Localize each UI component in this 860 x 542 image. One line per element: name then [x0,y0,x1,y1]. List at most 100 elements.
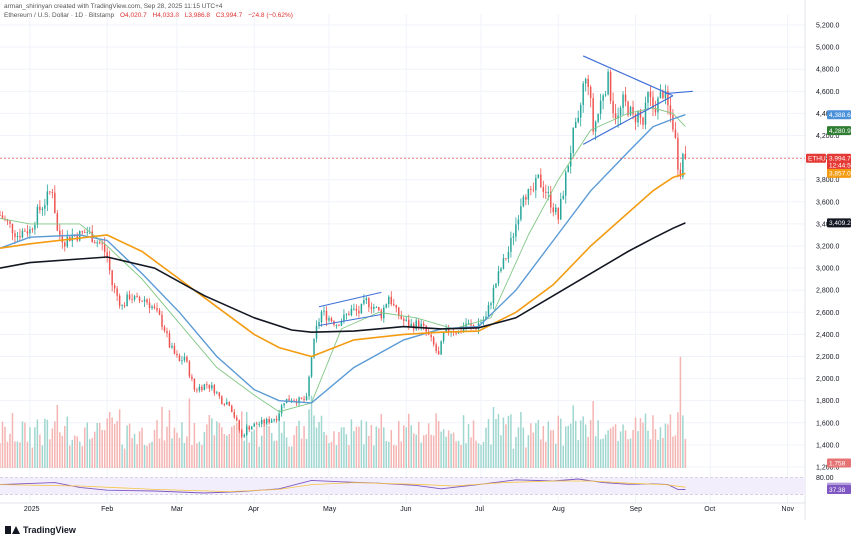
candle-body [136,295,138,298]
volume-bar [79,441,81,468]
candle-body [101,243,103,245]
y-tick-label: 1,800.0 [816,398,839,405]
volume-bar [315,427,318,468]
volume-bar [612,426,614,468]
volume-bar [455,441,457,468]
volume-bar [450,433,452,468]
volume-bar [173,427,176,468]
candle-body [637,110,639,123]
candle-body [293,400,295,402]
volume-bar [510,414,512,468]
volume-bar [203,432,206,468]
volume-bar [550,430,552,468]
volume-bar [133,433,136,468]
candle-body [582,83,584,105]
candle-body [6,219,9,222]
volume-bar [672,436,674,468]
candle-body [328,318,330,321]
candle-body [231,405,233,413]
volume-bar [358,426,360,468]
candle-body [672,115,674,130]
volume-bar [437,421,440,468]
volume-bar [11,413,14,468]
volume-bar [126,425,128,468]
candle-body [564,172,567,196]
candle-body [118,295,121,306]
volume-bar [507,415,510,468]
volume-bar [662,438,664,468]
volume-bar [91,438,93,468]
volume-bar [218,422,221,468]
ohlc-change: −24.8 (−0.62%) [248,12,293,19]
ma-20-line [0,107,686,413]
rsi-ma-line [0,480,686,493]
volume-bar [9,433,11,468]
candle-body [243,434,245,437]
x-tick-label: Sep [630,506,643,513]
candle-body [609,71,612,101]
volume-bar [682,415,684,468]
flag-trendline [318,314,382,327]
candle-body [123,305,126,307]
candle-body [607,71,609,95]
volume-bar [467,424,470,468]
volume-bar [255,425,258,468]
volume-bar [320,415,323,468]
tradingview-logo-icon [5,526,20,534]
candle-body [126,294,128,307]
candle-body [290,400,293,402]
volume-bar [146,445,148,468]
candle-body [375,306,378,308]
candle-body [81,231,83,233]
candle-body [510,237,512,252]
candle-body [447,328,450,333]
candle-body [435,344,437,352]
ma-200-line [0,222,686,334]
candle-body [178,355,181,362]
candle-body [502,258,505,269]
x-tick-label: Aug [552,506,565,513]
price-tag-label: 12:44:50 [829,163,855,170]
x-tick-label: Jun [400,506,411,513]
candle-body [417,320,420,327]
candle-body [393,304,395,306]
candle-body [278,413,280,421]
candle-body [388,296,390,305]
candle-body [323,310,325,312]
volume-bar [353,431,355,468]
candle-body [594,121,597,132]
volume-bar [602,438,604,468]
candle-body [602,95,604,101]
volume-bar [323,431,325,468]
candle-body [221,396,223,405]
rsi-band [0,477,805,495]
candle-body [517,219,520,225]
candle-body [572,128,574,153]
candle-body [86,232,88,234]
volume-bar [497,413,500,468]
price-tag [827,126,851,136]
candle-body [599,100,602,114]
volume-bar [221,427,223,468]
volume-bar [196,443,198,468]
volume-bar [659,427,662,468]
tradingview-brand[interactable]: TradingView [5,525,76,535]
x-tick-label: Jul [475,506,484,513]
candle-body [485,316,487,320]
price-tag-label: 3,857.0 [829,171,851,178]
candle-body [148,302,151,309]
triangle-trendline [665,90,693,95]
volume-bar [156,420,158,468]
candle-body [398,307,400,317]
candle-body [1,215,4,219]
candle-body [245,426,248,435]
candle-body [437,351,440,355]
volume-bar [71,439,74,468]
volume-bar [193,423,196,468]
volume-bar [88,439,91,468]
x-tick-label: Nov [782,506,795,513]
ohlc-high: H4,033.8 [152,12,179,19]
candle-body [143,299,146,302]
volume-bar [74,435,76,468]
